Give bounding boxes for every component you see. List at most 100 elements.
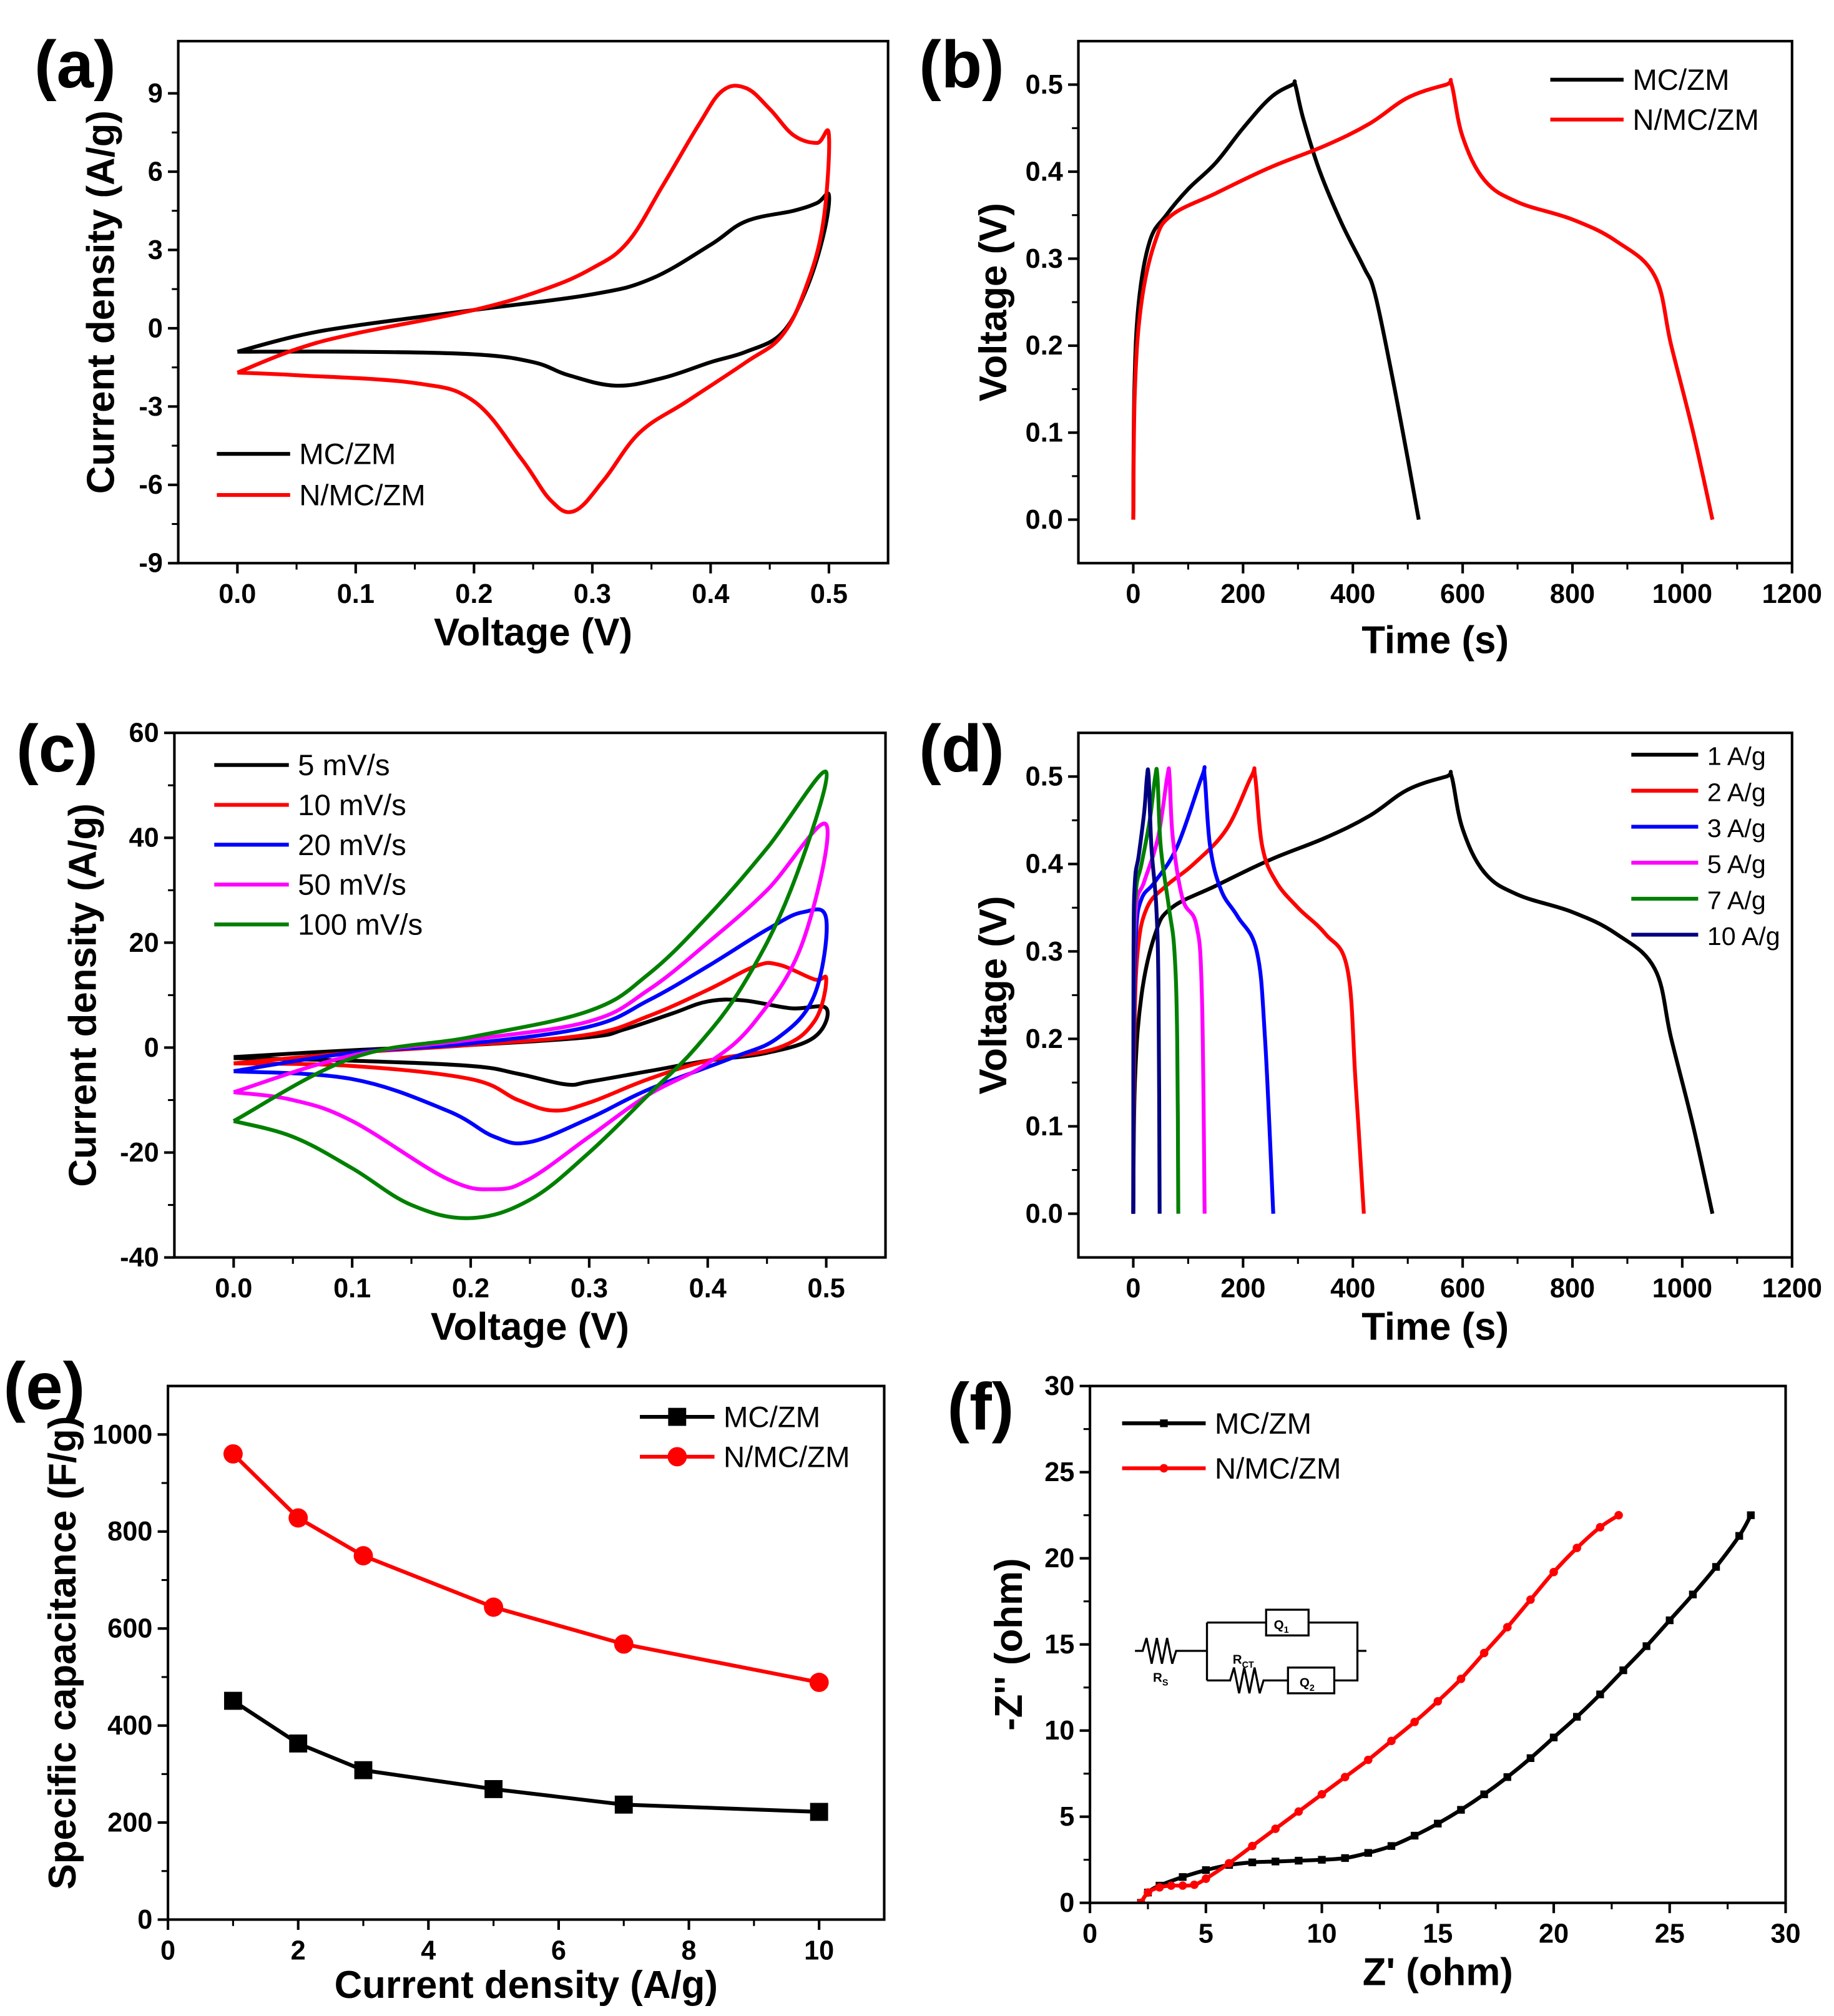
series-line [1131,770,1715,1215]
legend-label: N/MC/ZM [1632,104,1759,137]
legend: MC/ZM N/MC/ZM [1122,1407,1341,1485]
x-tick-label: 600 [1440,1273,1485,1303]
y-tick-label: 0.4 [1026,157,1063,187]
legend-label: MC/ZM [299,438,396,471]
legend-label: 7 A/g [1707,886,1766,914]
data-point [810,1803,828,1821]
chart-panel-e: 0 2 4 6 8 10 0 200 400 600 800 1000 Current density … [3,1349,886,2007]
series-n-mc-zm [223,1444,829,1692]
x-tick-label: 1200 [1762,579,1822,609]
data-point [1410,1831,1419,1840]
y-tick-label: 6 [148,157,163,187]
x-axis-label: Voltage (V) [431,1305,629,1348]
data-point [354,1761,373,1779]
series-line [233,907,829,1146]
data-point [484,1597,504,1617]
data-point [484,1780,503,1798]
legend-label: 10 A/g [1707,922,1780,951]
chart-panel-d: 0 200 400 600 800 1000 1200 0.0 0.1 0.2 0.3 0.4 0.5 T… [919,711,1822,1348]
y-tick-label: -3 [139,392,162,422]
plot-frame [1077,732,1793,1259]
y-tick-label: 0.5 [1026,70,1063,100]
y-tick-label: 9 [148,79,163,109]
data-point [1341,1854,1349,1862]
x-tick-label: 0 [1125,579,1140,609]
data-point [809,1673,829,1692]
data-point [1294,1807,1303,1816]
chart-panel-f: 0 5 10 15 20 25 30 0 5 10 15 20 25 30 Z' (ohm) -Z'' (oh… [947,1369,1800,1994]
legend-label: N/MC/ZM [723,1441,850,1474]
legend-label: 5 mV/s [298,749,390,782]
data-point [1410,1718,1419,1726]
y-tick-label: 40 [129,823,159,853]
x-tick-label: 0.1 [333,1273,371,1303]
data-point [1665,1616,1674,1625]
y-tick-label: 0.0 [1026,505,1063,535]
x-tick-label: 800 [1550,579,1595,609]
series-line [1131,79,1421,521]
y-tick-label: 0 [148,313,163,343]
legend: MC/ZM N/MC/ZM [1550,64,1759,137]
data-point [1434,1819,1442,1828]
y-tick-label: -9 [139,549,162,579]
x-tick-label: 8 [682,1935,697,1965]
y-tick-label: 0 [1059,1888,1074,1918]
y-tick-label: 5 [1059,1802,1074,1832]
y-tick-label: 0 [144,1033,159,1063]
panel-label: (a) [34,27,116,102]
panel-label: (e) [3,1349,85,1424]
data-point [1503,1623,1512,1632]
y-tick-label: 0.3 [1026,244,1063,274]
legend-marker [668,1407,687,1426]
data-point [1479,1648,1489,1658]
data-point [1295,1856,1303,1865]
y-tick-label: 0.2 [1026,1024,1063,1054]
y-axis-label: Specific capacitance (F/g) [41,1416,84,1890]
data-point [1614,1510,1623,1520]
plot-frame [167,1384,886,1921]
y-tick-label: 0.3 [1026,937,1063,967]
x-tick-label: 10 [804,1935,834,1965]
x-tick-label: 200 [1220,1273,1265,1303]
x-tick-label: 0.4 [689,1273,727,1303]
x-tick-label: 1000 [1652,579,1712,609]
data-point [353,1546,373,1566]
data-point [614,1634,634,1654]
y-axis-label: -Z'' (ohm) [988,1558,1031,1730]
series-line [232,1699,820,1814]
y-tick-label: 0.4 [1026,849,1063,879]
label-q1: Q1 [1274,1618,1289,1635]
y-axis-label: Current density (A/g) [62,803,105,1187]
data-point [1457,1806,1465,1814]
data-point [1456,1675,1466,1683]
label-q2: Q2 [1300,1676,1315,1693]
series-line [233,821,830,1191]
data-point [1272,1857,1280,1866]
data-point [1155,1883,1164,1892]
series-20-mv-s [233,907,829,1146]
series-line [232,1452,820,1685]
x-axis-label: Current density (A/g) [335,1964,718,2007]
x-tick-label: 200 [1220,579,1265,609]
series-10-a-g [1131,767,1162,1214]
data-point [288,1508,308,1528]
data-point [289,1734,308,1753]
label-rct: RCT [1233,1653,1254,1670]
data-point [1340,1773,1350,1782]
series-100-mv-s [232,770,829,1220]
x-tick-label: 0.2 [452,1273,489,1303]
data-point [1619,1666,1627,1675]
x-tick-label: 0 [1082,1919,1097,1949]
x-tick-label: 0.3 [574,579,611,609]
y-tick-label: 400 [107,1711,152,1741]
y-tick-label: -40 [120,1243,159,1273]
y-tick-label: 0.2 [1026,331,1063,361]
data-point [1526,1595,1535,1604]
series-line [237,191,831,388]
y-tick-label: 60 [129,718,159,748]
legend: 1 A/g 2 A/g 3 A/g 5 A/g 7 A/g 10 A/g [1631,742,1780,951]
legend-label: 50 mV/s [298,869,406,902]
data-point [1596,1523,1605,1532]
x-tick-label: 10 [1307,1919,1336,1949]
